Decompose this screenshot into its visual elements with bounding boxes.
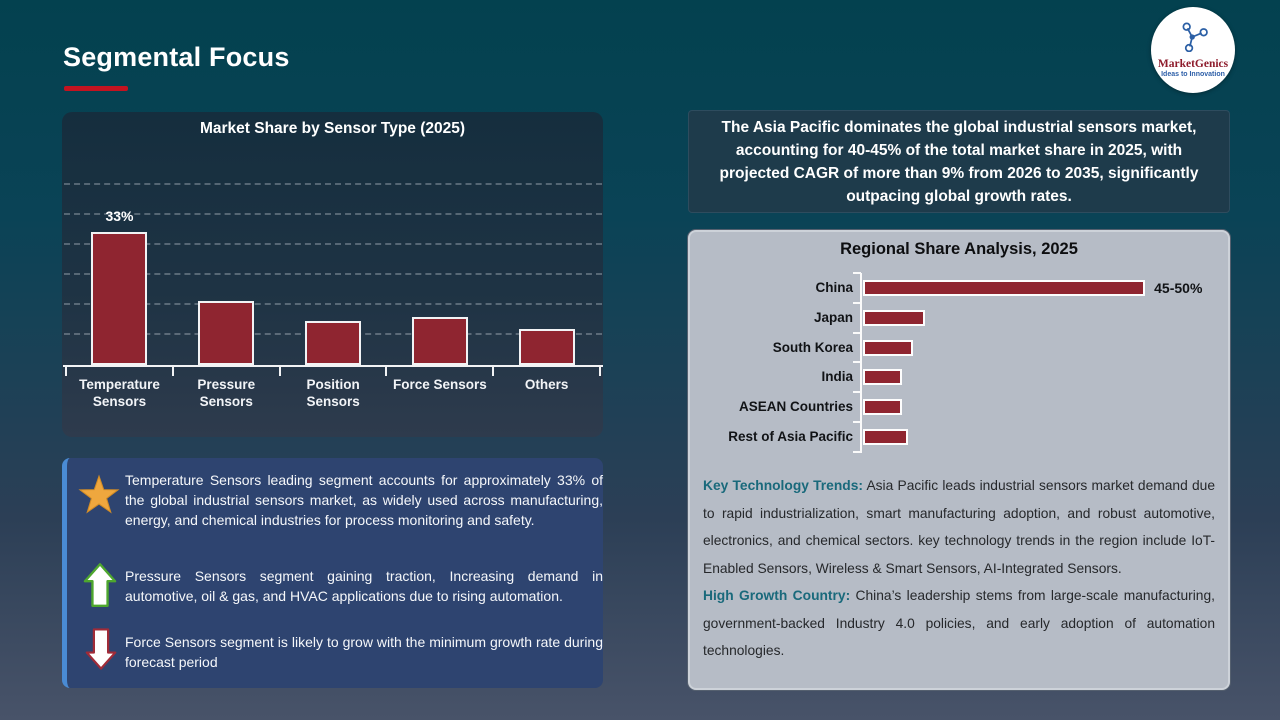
category-label: Temperature Sensors bbox=[79, 377, 160, 409]
up-arrow-icon bbox=[83, 560, 117, 615]
bar bbox=[863, 429, 908, 445]
page-title: Segmental Focus bbox=[63, 42, 290, 72]
axis-tick bbox=[171, 367, 174, 376]
logo-badge: MarketGenics Ideas to Innovation bbox=[1151, 7, 1235, 93]
logo-brand-text: MarketGenics bbox=[1157, 58, 1229, 70]
insight-temperature-sensors: Temperature Sensors leading segment acco… bbox=[125, 472, 603, 528]
bar bbox=[863, 309, 925, 326]
axis-tick bbox=[853, 450, 861, 453]
logo-tagline-text: Ideas to Innovation bbox=[1161, 71, 1225, 78]
axis-tick bbox=[853, 361, 861, 364]
bar bbox=[411, 317, 468, 365]
axis-tick bbox=[853, 331, 861, 334]
insight-force-sensors: Force Sensors segment is likely to grow … bbox=[125, 634, 603, 670]
category-label: India bbox=[821, 369, 853, 385]
axis-tick bbox=[853, 272, 861, 274]
category-label: Rest of Asia Pacific bbox=[728, 429, 853, 444]
star-icon bbox=[78, 474, 120, 521]
apac-callout-box: The Asia Pacific dominates the global in… bbox=[688, 110, 1230, 213]
category-label: Japan bbox=[813, 309, 853, 325]
sensor-chart-x-axis bbox=[63, 364, 603, 367]
regional-chart-plot: China 45-50% Japan South Korea India ASEAN Co… bbox=[690, 268, 1228, 473]
gridline bbox=[64, 303, 602, 305]
axis-tick bbox=[853, 391, 861, 394]
sensor-chart-plot: 33% Temperature Sensors Pressure Sensors Posi… bbox=[63, 112, 603, 409]
axis-tick bbox=[278, 367, 281, 376]
bar bbox=[863, 339, 913, 356]
axis-tick bbox=[492, 367, 495, 376]
bar bbox=[863, 399, 902, 416]
regional-notes: Key Technology Trends: Asia Pacific lead… bbox=[703, 472, 1215, 665]
insight-pressure-sensors: Pressure Sensors segment gaining tractio… bbox=[125, 568, 603, 604]
molecule-icon bbox=[1177, 22, 1209, 57]
bar bbox=[91, 232, 148, 365]
note-lead-technology-trends: Key Technology Trends: bbox=[703, 478, 863, 493]
axis-tick bbox=[65, 367, 67, 376]
segment-insights-box: Temperature Sensors leading segment acco… bbox=[62, 458, 603, 688]
note-high-growth-country: High Growth Country: China’s leadership … bbox=[703, 582, 1215, 665]
category-label: ASEAN Countries bbox=[738, 399, 853, 415]
regional-chart-y-axis bbox=[860, 273, 862, 453]
bar-value-label: 45-50% bbox=[1154, 280, 1203, 296]
apac-callout-text: The Asia Pacific dominates the global in… bbox=[719, 118, 1199, 205]
category-label: Others bbox=[524, 377, 569, 392]
gridline bbox=[64, 183, 602, 185]
note-technology-trends: Key Technology Trends: Asia Pacific lead… bbox=[703, 472, 1215, 582]
gridline bbox=[64, 273, 602, 275]
category-label: Position Sensors bbox=[306, 377, 360, 409]
bar bbox=[863, 280, 1145, 296]
axis-tick bbox=[385, 367, 388, 376]
category-label: Pressure Sensors bbox=[197, 377, 256, 409]
gridline bbox=[64, 213, 602, 215]
category-label: South Korea bbox=[772, 339, 853, 355]
title-underline bbox=[64, 86, 128, 91]
regional-chart-title: Regional Share Analysis, 2025 bbox=[840, 240, 1078, 258]
note-lead-high-growth-country: High Growth Country: bbox=[703, 588, 851, 603]
note-body-technology-trends: Asia Pacific leads industrial sensors ma… bbox=[703, 478, 1216, 576]
bar bbox=[198, 301, 255, 365]
note-body-high-growth-country: China’s leadership stems from large-scal… bbox=[703, 588, 1215, 658]
down-arrow-icon bbox=[85, 626, 117, 677]
category-label: Force Sensors bbox=[392, 377, 487, 392]
axis-tick bbox=[599, 367, 601, 376]
axis-tick bbox=[853, 301, 861, 304]
bar bbox=[305, 321, 361, 365]
gridline bbox=[64, 243, 602, 245]
sensor-chart-title: Market Share by Sensor Type (2025) bbox=[199, 120, 466, 137]
axis-tick bbox=[853, 421, 861, 423]
bar-value-label: 33% bbox=[105, 208, 134, 224]
regional-analysis-panel: Regional Share Analysis, 2025 China 45-50… bbox=[688, 230, 1230, 690]
bar bbox=[863, 369, 902, 386]
category-label: China bbox=[815, 280, 853, 295]
sensor-share-chart-panel: Market Share by Sensor Type (2025) 33% Te… bbox=[62, 112, 603, 437]
bar bbox=[518, 329, 575, 365]
